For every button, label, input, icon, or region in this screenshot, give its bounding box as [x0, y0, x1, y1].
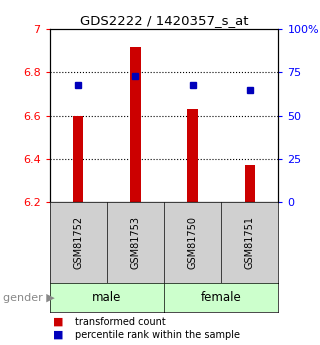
Text: gender ▶: gender ▶	[3, 293, 55, 303]
Bar	[188, 109, 198, 202]
Text: transformed count: transformed count	[75, 317, 166, 327]
Text: female: female	[201, 291, 242, 304]
Text: GSM81753: GSM81753	[131, 216, 140, 269]
Text: male: male	[92, 291, 122, 304]
Text: GSM81750: GSM81750	[188, 216, 198, 269]
Bar	[73, 116, 83, 202]
Text: GSM81752: GSM81752	[73, 216, 83, 269]
Bar	[130, 47, 140, 202]
Text: GSM81751: GSM81751	[245, 216, 255, 269]
Title: GDS2222 / 1420357_s_at: GDS2222 / 1420357_s_at	[80, 14, 248, 27]
Bar	[245, 165, 255, 202]
Text: percentile rank within the sample: percentile rank within the sample	[75, 330, 240, 340]
Text: ■: ■	[53, 330, 63, 340]
Text: ■: ■	[53, 317, 63, 327]
